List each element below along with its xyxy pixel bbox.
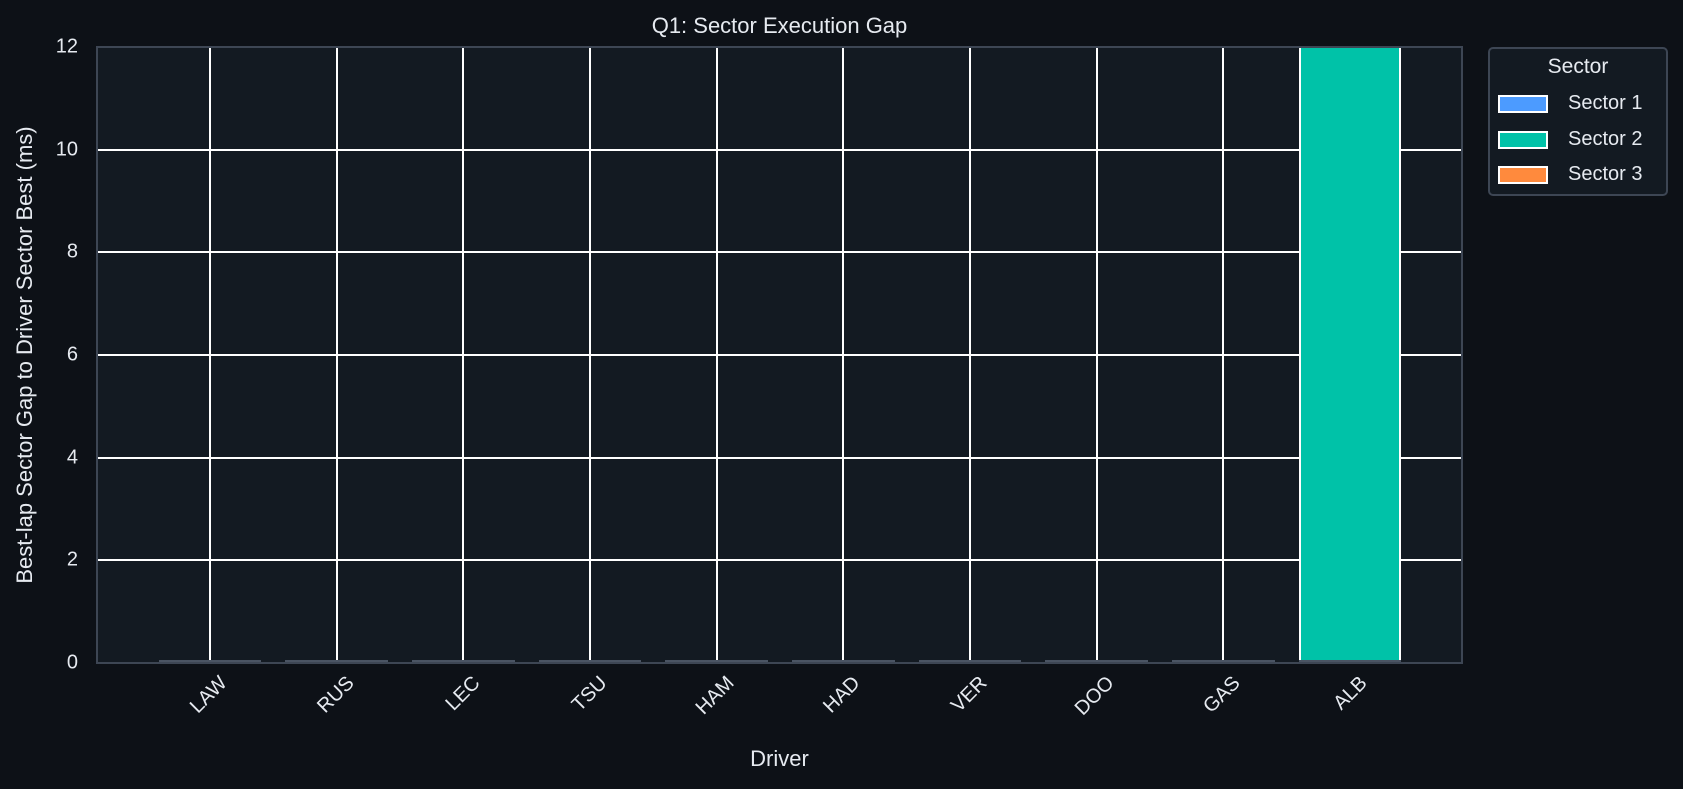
- x-tick-label: TSU: [567, 672, 612, 716]
- gridline-vertical: [1222, 47, 1225, 663]
- x-tick-label: DOO: [1070, 672, 1119, 720]
- legend-label: Sector 2: [1568, 128, 1643, 150]
- gridline-vertical: [969, 47, 972, 663]
- x-tick-label: GAS: [1199, 672, 1245, 718]
- gridline-vertical: [462, 47, 465, 663]
- legend-swatch-sector-2: [1498, 131, 1548, 149]
- legend-title: Sector: [1547, 55, 1609, 78]
- gridline-vertical: [1095, 47, 1098, 663]
- legend-swatch-sector-1: [1498, 95, 1548, 113]
- gridline-horizontal: [97, 456, 1462, 459]
- bar-gas-sector-3: [1172, 660, 1275, 663]
- gridline-horizontal: [97, 251, 1462, 254]
- gridline-horizontal: [97, 559, 1462, 562]
- bar-ver-sector-3: [918, 660, 1022, 663]
- bar-alb-sector-3: [1298, 660, 1402, 663]
- bar-tsu-sector-3: [538, 660, 642, 663]
- y-tick-label: 4: [66, 446, 78, 469]
- gridline-vertical: [209, 47, 211, 663]
- x-tick-label: HAM: [691, 672, 739, 719]
- bar-lec-sector-3: [412, 660, 515, 663]
- bar-had-sector-3: [792, 660, 895, 663]
- bar-rus-sector-3: [285, 660, 388, 663]
- y-tick-label: 6: [66, 343, 78, 366]
- x-tick-label: LEC: [441, 672, 485, 716]
- gridline-horizontal: [97, 354, 1462, 356]
- legend-label: Sector 1: [1568, 92, 1643, 114]
- gridline-vertical: [335, 47, 338, 663]
- x-tick-label: ALB: [1329, 672, 1372, 715]
- y-tick-label: 10: [55, 138, 78, 161]
- bar-alb-sector-2: [1298, 47, 1402, 663]
- y-tick-label: 2: [66, 548, 78, 571]
- y-tick-label: 0: [66, 651, 78, 674]
- y-axis-label: Best-lap Sector Gap to Driver Sector Bes…: [12, 126, 37, 584]
- gridline-vertical: [715, 47, 718, 663]
- legend-label: Sector 3: [1568, 163, 1643, 185]
- legend-swatch-sector-3: [1498, 166, 1548, 184]
- x-tick-label: LAW: [185, 672, 232, 718]
- gridline-vertical: [589, 47, 591, 663]
- x-axis-label: Driver: [750, 746, 809, 771]
- x-tick-label: VER: [946, 672, 992, 717]
- legend: Sector Sector 1 Sector 2 Sector 3: [1488, 47, 1668, 196]
- x-tick-label: HAD: [819, 672, 865, 718]
- gridline-vertical: [842, 47, 845, 663]
- bar-law-sector-3: [158, 660, 262, 663]
- bar-ham-sector-3: [665, 660, 768, 663]
- y-tick-label: 12: [55, 35, 78, 58]
- chart-title: Q1: Sector Execution Gap: [651, 13, 908, 38]
- plot-area: [97, 47, 1462, 663]
- x-tick-label: RUS: [312, 672, 359, 718]
- bar-doo-sector-3: [1045, 660, 1148, 663]
- y-tick-label: 8: [66, 240, 78, 263]
- gridline-horizontal: [97, 148, 1462, 151]
